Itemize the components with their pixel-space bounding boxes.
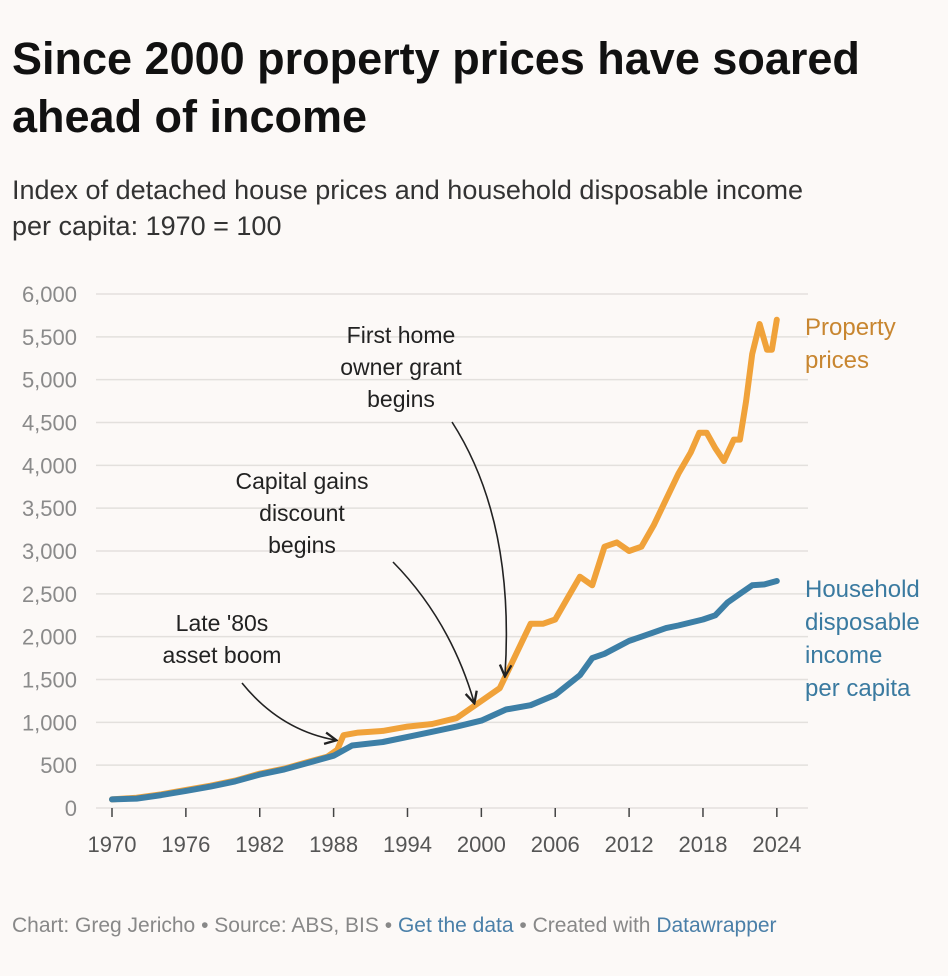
y-tick-label: 1,500	[22, 668, 77, 693]
series-labels: Property prices Household disposable income p…	[805, 314, 920, 702]
y-tick-label: 4,000	[22, 453, 77, 478]
household-income-line	[109, 578, 780, 803]
grid-lines	[96, 293, 808, 809]
footer-separator: •	[519, 914, 527, 937]
x-tick-label: 1982	[235, 832, 284, 857]
y-tick-label: 6,000	[22, 282, 77, 307]
x-tick-label: 2006	[531, 832, 580, 857]
series-lines	[109, 316, 780, 803]
x-tick-label: 2000	[457, 832, 506, 857]
datawrapper-link[interactable]: Datawrapper	[656, 914, 777, 937]
subtitle-line-2: per capita: 1970 = 100	[12, 211, 282, 241]
y-tick-label: 3,500	[22, 496, 77, 521]
y-tick-label: 2,000	[22, 625, 77, 650]
annotation-first-home-owner-grant: First home owner grant begins	[340, 322, 462, 412]
x-tick-label: 1970	[88, 832, 137, 857]
y-tick-label: 500	[40, 753, 77, 778]
y-axis-ticks: 0 500 1,000 1,500 2,000 2,500 3,000 3,500 4,000 4…	[22, 282, 77, 821]
footer-created: Created with	[532, 914, 651, 937]
annotation-late-80s-asset-boom: Late '80s asset boom	[163, 610, 282, 668]
x-tick-label: 2024	[752, 832, 801, 857]
annotation-arrow	[392, 561, 474, 702]
y-tick-label: 0	[65, 796, 77, 821]
y-tick-label: 5,500	[22, 325, 77, 350]
footer-separator: •	[384, 914, 393, 937]
subtitle-line-1: Index of detached house prices and house…	[12, 175, 804, 205]
footer-credit: Chart: Greg Jericho	[12, 914, 196, 937]
y-tick-label: 3,000	[22, 539, 77, 564]
y-tick-label: 2,500	[22, 582, 77, 607]
x-tick-label: 1994	[383, 832, 432, 857]
annotations: First home owner grant begins Capital gains…	[163, 322, 507, 740]
get-the-data-link[interactable]: Get the data	[397, 914, 514, 937]
annotation-capital-gains-discount: Capital gains discount begins	[236, 468, 369, 558]
chart-title: Since 2000 property prices have soared a…	[12, 33, 860, 142]
footer-separator: •	[201, 914, 209, 937]
x-tick-label: 2012	[605, 832, 654, 857]
annotation-arrow	[451, 421, 506, 675]
annotation-arrow	[241, 682, 335, 740]
x-tick-label: 1976	[161, 832, 210, 857]
chart-subtitle: Index of detached house prices and house…	[12, 172, 948, 244]
x-tick-label: 2018	[678, 832, 727, 857]
x-axis-ticks: 1970 1976 1982 1988 1994 2000 2006 2012 2018 2024	[88, 808, 801, 857]
x-tick-label: 1988	[309, 832, 358, 857]
chart-footer: Chart: Greg Jericho • Source: ABS, BIS •…	[12, 914, 777, 938]
y-tick-label: 1,000	[22, 710, 77, 735]
household-income-label: Household disposable income per capita	[805, 576, 920, 702]
y-tick-label: 5,000	[22, 368, 77, 393]
line-chart: 0 500 1,000 1,500 2,000 2,500 3,000 3,500 4,000 4…	[22, 282, 920, 857]
y-tick-label: 4,500	[22, 411, 77, 436]
property-prices-label: Property prices	[805, 314, 896, 374]
footer-source: Source: ABS, BIS	[214, 914, 379, 937]
